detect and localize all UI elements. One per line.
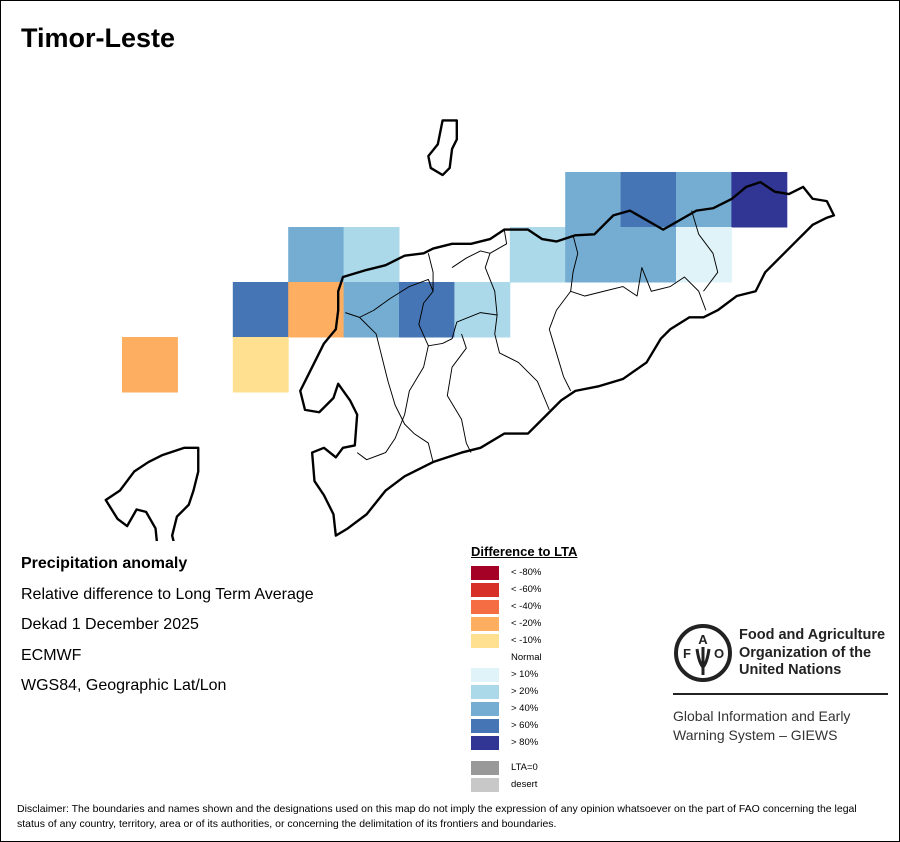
legend-swatch bbox=[471, 599, 499, 614]
legend-item: < -60% bbox=[471, 581, 577, 598]
district-boundaries bbox=[345, 210, 719, 463]
legend-swatch bbox=[471, 616, 499, 631]
legend-item: > 10% bbox=[471, 666, 577, 683]
legend-swatch bbox=[471, 718, 499, 733]
legend-label: > 80% bbox=[511, 737, 539, 748]
giews-name: Global Information and Early Warning Sys… bbox=[673, 707, 850, 744]
legend-label: > 10% bbox=[511, 669, 539, 680]
anomaly-cell bbox=[454, 282, 511, 338]
giews-line: Warning System – GIEWS bbox=[673, 726, 838, 743]
legend-swatch bbox=[471, 667, 499, 682]
legend-item: < -20% bbox=[471, 615, 577, 632]
legend-item: > 80% bbox=[471, 734, 577, 751]
org-name-line: Organization of the bbox=[739, 644, 872, 661]
legend-label: < -60% bbox=[511, 584, 542, 595]
fao-logo-block: A F O Food and Agriculture Organization … bbox=[673, 623, 888, 743]
logo-divider bbox=[673, 693, 888, 695]
legend-label: desert bbox=[511, 779, 538, 790]
info-period: Dekad 1 December 2025 bbox=[21, 616, 199, 633]
disclaimer: Disclaimer: The boundaries and names sho… bbox=[17, 803, 857, 830]
legend-swatch bbox=[471, 633, 499, 648]
anomaly-cell bbox=[620, 227, 677, 283]
legend-item: < -40% bbox=[471, 598, 577, 615]
map-info: Precipitation anomaly Relative differenc… bbox=[21, 549, 314, 702]
svg-text:O: O bbox=[714, 646, 724, 661]
legend-label: < -40% bbox=[511, 601, 542, 612]
legend-swatch bbox=[471, 565, 499, 580]
legend-label: LTA=0 bbox=[511, 762, 538, 773]
legend-item: > 20% bbox=[471, 683, 577, 700]
legend-swatch bbox=[471, 582, 499, 597]
legend-item: > 40% bbox=[471, 700, 577, 717]
legend-swatch bbox=[471, 760, 499, 775]
legend-swatch bbox=[471, 701, 499, 716]
oecusse-outline bbox=[104, 446, 200, 541]
legend-label: < -10% bbox=[511, 635, 542, 646]
legend-label: > 40% bbox=[511, 703, 539, 714]
info-source: ECMWF bbox=[21, 646, 82, 664]
anomaly-cell bbox=[343, 282, 400, 338]
anomaly-map bbox=[104, 119, 836, 541]
anomaly-cell bbox=[122, 337, 178, 393]
info-heading: Precipitation anomaly bbox=[21, 555, 188, 572]
svg-text:F: F bbox=[683, 646, 691, 661]
anomaly-grid bbox=[122, 172, 788, 393]
legend-item: < -80% bbox=[471, 564, 577, 581]
legend: Difference to LTA < -80% < -60% < -40% < -2… bbox=[471, 544, 577, 793]
anomaly-cell bbox=[232, 337, 289, 393]
svg-text:A: A bbox=[698, 632, 708, 647]
legend-swatch bbox=[471, 684, 499, 699]
legend-item: desert bbox=[471, 776, 577, 793]
org-name-line: United Nations bbox=[739, 662, 842, 678]
info-subtitle: Relative difference to Long Term Average bbox=[21, 585, 314, 603]
legend-swatch bbox=[471, 735, 499, 750]
anomaly-cell bbox=[288, 227, 345, 283]
legend-label: < -80% bbox=[511, 567, 542, 578]
legend-swatch bbox=[471, 777, 499, 792]
anomaly-cell bbox=[676, 227, 732, 283]
legend-item: Normal bbox=[471, 649, 577, 666]
anomaly-cell bbox=[620, 172, 677, 228]
fao-emblem-icon: A F O bbox=[674, 624, 732, 682]
anomaly-cell bbox=[731, 172, 788, 228]
legend-label: Normal bbox=[511, 652, 542, 663]
atauro-outline bbox=[427, 119, 458, 177]
anomaly-cell bbox=[399, 282, 455, 338]
legend-item: LTA=0 bbox=[471, 759, 577, 776]
anomaly-cell bbox=[676, 172, 732, 228]
legend-label: < -20% bbox=[511, 618, 542, 629]
org-name-line: Food and Agriculture bbox=[739, 627, 886, 643]
legend-title: Difference to LTA bbox=[471, 544, 578, 559]
anomaly-cell bbox=[232, 282, 289, 338]
anomaly-cell bbox=[565, 172, 622, 228]
legend-swatch bbox=[471, 650, 499, 665]
giews-line: Global Information and Early bbox=[673, 708, 851, 724]
fao-org-name: Food and Agriculture Organization of the… bbox=[739, 627, 885, 680]
map-title: Timor-Leste bbox=[21, 23, 176, 53]
timor-leste-mainland-outline bbox=[299, 180, 836, 537]
info-projection: WGS84, Geographic Lat/Lon bbox=[21, 677, 227, 694]
legend-item: < -10% bbox=[471, 632, 577, 649]
legend-label: > 60% bbox=[511, 720, 539, 731]
legend-label: > 20% bbox=[511, 686, 539, 697]
legend-item: > 60% bbox=[471, 717, 577, 734]
